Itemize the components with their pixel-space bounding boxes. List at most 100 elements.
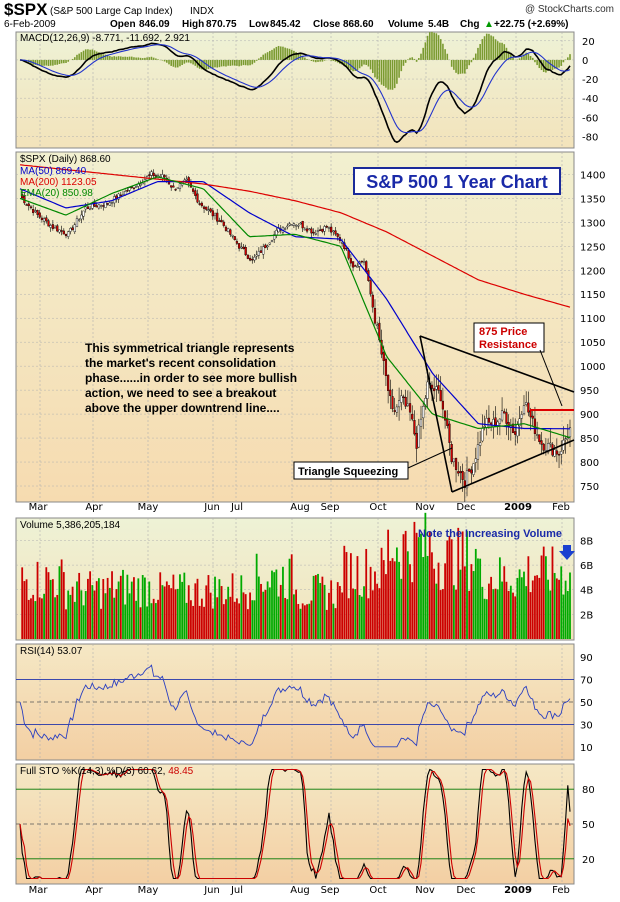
- exchange-label: INDX: [190, 6, 214, 17]
- candle-body: [316, 230, 320, 232]
- volume-bar: [431, 552, 433, 639]
- volume-bar: [277, 596, 280, 639]
- volume-bar: [78, 572, 81, 639]
- down-arrow-icon: [559, 545, 575, 560]
- volume-bar: [115, 589, 118, 639]
- candle-body: [540, 440, 543, 445]
- volume-bar: [187, 585, 190, 639]
- volume-bar: [244, 594, 247, 639]
- candle-body: [51, 224, 54, 229]
- candle-body: [150, 171, 153, 176]
- candle-body: [349, 258, 352, 264]
- close-value: 868.60: [343, 19, 374, 30]
- candle-body: [27, 203, 30, 207]
- sto-label: Full STO %K(14,3) %D(3) 60.62, 48.45: [20, 766, 194, 777]
- price-tick-label: 1000: [580, 362, 605, 373]
- volume-bar: [36, 561, 39, 639]
- candle-body: [439, 390, 442, 402]
- candle-body: [321, 228, 324, 232]
- volume-bar: [146, 606, 148, 639]
- candle-body: [60, 230, 63, 232]
- volume-bar: [301, 603, 304, 639]
- volume-bar: [54, 597, 56, 639]
- volume-bar: [452, 585, 455, 639]
- volume-bar: [262, 591, 265, 639]
- volume-bar: [542, 546, 545, 639]
- candle-body: [99, 205, 103, 207]
- macd-panel: [15, 31, 575, 149]
- volume-bar: [207, 575, 210, 639]
- volume-plot: [21, 512, 571, 639]
- candle-body: [450, 444, 453, 463]
- candle-body: [448, 423, 451, 443]
- volume-bar: [106, 577, 109, 639]
- volume-bar: [406, 551, 409, 639]
- volume-bar: [194, 583, 197, 639]
- volume-bar: [133, 577, 135, 639]
- volume-bar: [455, 589, 457, 639]
- candle-body: [259, 250, 263, 253]
- candle-body: [511, 423, 515, 433]
- candle-body: [104, 201, 107, 208]
- candle-body: [520, 414, 523, 419]
- candle-body: [303, 228, 306, 231]
- candle-body: [126, 190, 129, 192]
- volume-bar: [354, 589, 357, 639]
- volume-bar: [130, 581, 133, 639]
- candle-body: [220, 219, 223, 223]
- candle-body: [211, 210, 214, 217]
- volume-bar: [492, 589, 495, 639]
- candle-body: [485, 418, 488, 428]
- price-tick-label: 1350: [580, 194, 605, 205]
- price-tick-label: 1300: [580, 218, 605, 229]
- volume-bar: [358, 595, 361, 639]
- volume-tick-label: 8B: [580, 536, 593, 547]
- candle-body: [233, 236, 236, 241]
- volume-bar: [218, 579, 221, 639]
- volume-bar: [321, 576, 324, 639]
- volume-bar: [466, 531, 468, 639]
- candle-body: [393, 410, 396, 412]
- price-tick-label: 800: [580, 458, 599, 469]
- volume-bar: [150, 603, 153, 639]
- volume-bar: [284, 597, 287, 639]
- candle-body: [205, 206, 208, 210]
- candle-body: [297, 225, 300, 227]
- price-tick-label: 900: [580, 410, 599, 421]
- candle-body: [244, 247, 247, 256]
- candle-body: [119, 194, 122, 197]
- low-value: 845.42: [270, 19, 301, 30]
- candle-body: [336, 233, 339, 237]
- volume-bar: [225, 599, 227, 639]
- volume-bar: [503, 566, 506, 639]
- volume-bar: [163, 586, 166, 639]
- macd-tick-label: -80: [582, 132, 598, 143]
- candle-body: [356, 266, 359, 268]
- volume-bar: [367, 598, 370, 639]
- volume-bar: [544, 556, 547, 639]
- candle-body: [207, 209, 210, 211]
- volume-bar: [102, 579, 105, 639]
- ema20-line: [19, 176, 571, 439]
- volume-bar: [437, 562, 440, 639]
- volume-bar: [483, 598, 486, 639]
- note-line-2: the market's recent consolidation: [85, 356, 276, 370]
- volume-bar: [461, 531, 464, 639]
- volume-bar: [168, 585, 170, 639]
- x-tick-label: 2009: [504, 502, 532, 513]
- candle-body: [78, 219, 81, 221]
- volume-bar: [290, 554, 293, 639]
- candle-body: [292, 223, 296, 226]
- note-line-4: action, we need to see a breakout: [85, 386, 276, 400]
- volume-bar: [347, 598, 350, 639]
- candle-body: [406, 403, 409, 406]
- volume-bar: [334, 608, 337, 639]
- volume-bar: [566, 590, 569, 639]
- candle-body: [29, 206, 33, 209]
- volume-bar: [242, 592, 245, 639]
- volume-bar: [97, 578, 100, 639]
- candle-body: [422, 406, 425, 419]
- candle-body: [288, 223, 291, 226]
- candle-body: [415, 432, 418, 449]
- x-tick-label: Apr: [85, 885, 103, 896]
